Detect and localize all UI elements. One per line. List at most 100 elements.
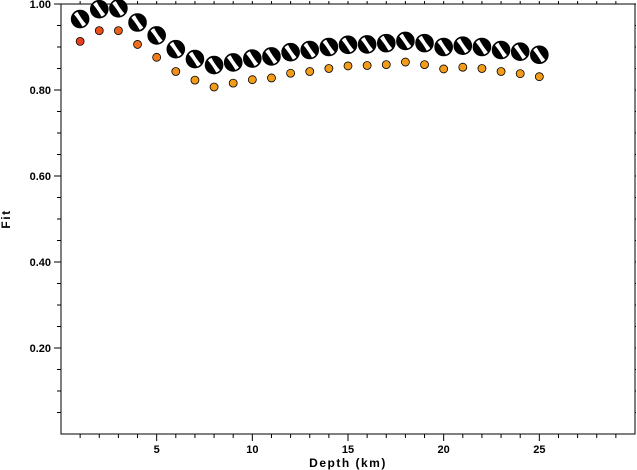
beachball-quadrant <box>153 26 166 41</box>
beachball-quadrant <box>306 41 319 56</box>
beachball-marker <box>491 40 511 60</box>
beachball-marker <box>204 55 224 75</box>
circle-marker <box>515 69 525 79</box>
circle-marker <box>362 61 372 70</box>
beachball-quadrant <box>205 59 217 74</box>
beachball-quadrant <box>186 53 198 68</box>
circle-marker <box>324 64 334 73</box>
beachball-marker <box>185 49 205 69</box>
beachball-marker <box>262 47 281 66</box>
circle-marker <box>477 64 487 73</box>
beachball-quadrant <box>243 53 255 68</box>
beachball-quadrant <box>402 32 414 47</box>
circle-marker <box>458 62 468 72</box>
y-tick-label: 0.40 <box>30 257 51 269</box>
beachball-quadrant <box>71 13 83 28</box>
beachball-quadrant <box>115 0 127 14</box>
beachball-quadrant <box>224 57 236 71</box>
beachball-quadrant <box>109 3 121 17</box>
circle-marker <box>171 67 181 76</box>
beachball-quadrant <box>364 35 376 51</box>
beachball-quadrant <box>320 41 332 56</box>
x-tick-label: 15 <box>342 444 354 456</box>
beachball-quadrant <box>90 3 102 18</box>
beachball-marker <box>128 13 147 32</box>
beachball-marker <box>281 42 300 62</box>
circle-marker <box>439 64 449 74</box>
circle-marker <box>267 73 276 83</box>
beachball-marker <box>223 53 243 72</box>
y-tick-label: 0.20 <box>30 343 51 355</box>
y-axis-title: Fit <box>0 209 13 228</box>
beachball-quadrant <box>191 50 204 65</box>
beachball-quadrant <box>492 44 504 59</box>
circle-marker <box>190 75 200 85</box>
circle-marker <box>343 61 353 71</box>
beachball-quadrant <box>511 46 523 61</box>
beachball-quadrant <box>339 39 351 54</box>
beachball-quadrant <box>263 51 275 65</box>
beachball-quadrant <box>358 39 370 53</box>
beachball-quadrant <box>167 43 179 58</box>
x-axis-title: Depth (km) <box>309 456 387 470</box>
beachball-quadrant <box>129 17 141 31</box>
beachball-quadrant <box>325 38 338 53</box>
beachball-marker <box>70 9 90 29</box>
y-axis-ticks: 0.20 0.40 0.60 0.80 1.00 <box>30 0 636 413</box>
series-circle-markers <box>75 26 544 92</box>
beachball-marker <box>109 0 128 18</box>
beachball-marker <box>89 0 109 19</box>
beachball-quadrant <box>454 40 466 55</box>
circle-marker <box>420 60 429 70</box>
beachball-marker <box>510 42 530 62</box>
x-tick-label: 10 <box>246 444 258 456</box>
circle-marker <box>228 78 238 88</box>
beachball-marker <box>300 40 320 60</box>
beachball-marker <box>453 36 473 56</box>
beachball-marker <box>396 31 415 51</box>
circle-marker <box>75 37 85 46</box>
series-beachball-markers <box>70 0 549 75</box>
circle-marker <box>94 26 104 36</box>
beachball-quadrant <box>517 43 529 58</box>
beachball-marker <box>243 49 262 68</box>
beachball-quadrant <box>282 46 294 61</box>
circle-marker <box>534 72 544 82</box>
circle-marker <box>152 52 162 62</box>
y-tick-label: 0.80 <box>30 85 51 97</box>
beachball-marker <box>434 37 453 57</box>
beachball-quadrant <box>77 10 89 25</box>
beachball-marker <box>147 26 166 45</box>
beachball-marker <box>530 45 549 65</box>
beachball-quadrant <box>230 53 242 69</box>
beachball-marker <box>376 33 396 53</box>
circle-marker <box>247 75 257 85</box>
beachball-quadrant <box>134 13 147 29</box>
beachball-quadrant <box>440 38 453 53</box>
circle-marker <box>209 82 219 92</box>
beachball-marker <box>338 35 358 55</box>
circle-marker <box>286 68 296 78</box>
beachball-marker <box>319 37 339 57</box>
beachball-quadrant <box>459 37 472 52</box>
beachball-quadrant <box>268 47 280 63</box>
circle-marker <box>381 60 391 70</box>
y-tick-label: 0.60 <box>30 171 51 183</box>
x-tick-label: 5 <box>154 444 160 456</box>
x-tick-label: 20 <box>438 444 450 456</box>
y-tick-label: 1.00 <box>30 0 51 11</box>
x-tick-label: 25 <box>533 444 545 456</box>
beachball-quadrant <box>421 34 434 49</box>
beachball-quadrant <box>498 41 510 56</box>
beachball-quadrant <box>396 35 408 50</box>
beachball-quadrant <box>478 38 491 53</box>
beachball-quadrant <box>416 37 428 52</box>
beachball-quadrant <box>435 41 447 56</box>
beachball-marker <box>357 35 377 54</box>
beachball-quadrant <box>345 36 357 51</box>
beachball-marker <box>472 37 492 57</box>
beachball-quadrant <box>172 40 185 55</box>
beachball-quadrant <box>473 41 485 56</box>
circle-marker <box>400 57 410 67</box>
